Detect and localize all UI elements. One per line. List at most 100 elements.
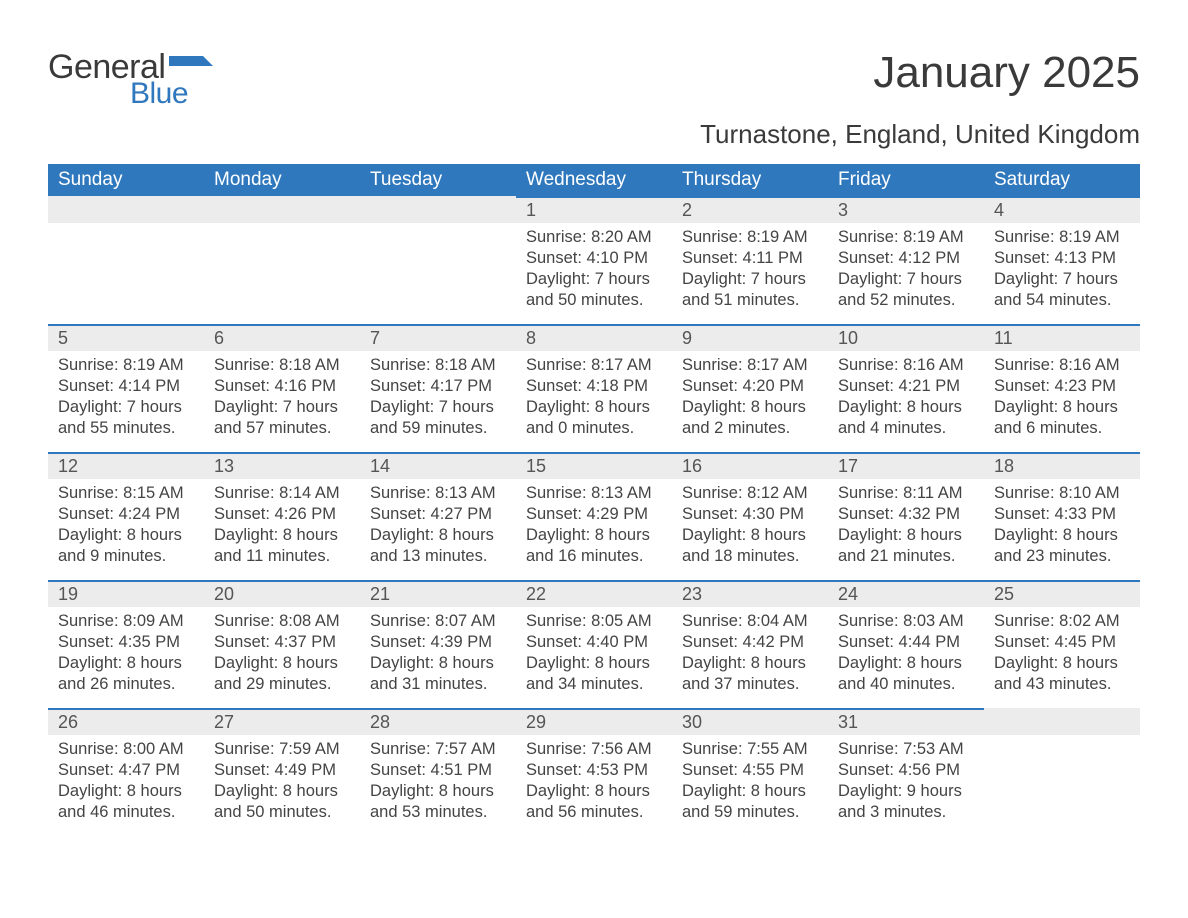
sunrise-line: Sunrise: 7:53 AM — [838, 739, 974, 760]
day-number: 29 — [516, 708, 672, 735]
sunrise-line-value: 8:02 AM — [1059, 612, 1120, 630]
day-body: Sunrise: 7:55 AMSunset: 4:55 PMDaylight:… — [672, 735, 828, 831]
sunset-line: Sunset: 4:13 PM — [994, 248, 1130, 269]
sunrise-line: Sunrise: 7:56 AM — [526, 739, 662, 760]
sunset-line-label: Sunset: — [526, 761, 587, 779]
day-number: 23 — [672, 580, 828, 607]
day-number: 10 — [828, 324, 984, 351]
daylight-line-label: Daylight: — [526, 782, 595, 800]
sunset-line-label: Sunset: — [214, 505, 275, 523]
calendar-week: 5Sunrise: 8:19 AMSunset: 4:14 PMDaylight… — [48, 324, 1140, 452]
sunset-line-value: 4:51 PM — [431, 761, 492, 779]
daylight-line: Daylight: 7 hours and 52 minutes. — [838, 269, 974, 311]
day-body: Sunrise: 8:19 AMSunset: 4:11 PMDaylight:… — [672, 223, 828, 319]
calendar-cell: 18Sunrise: 8:10 AMSunset: 4:33 PMDayligh… — [984, 452, 1140, 580]
daylight-line: Daylight: 8 hours and 29 minutes. — [214, 653, 350, 695]
sunset-line: Sunset: 4:55 PM — [682, 760, 818, 781]
sunrise-line-value: 7:59 AM — [279, 740, 340, 758]
sunset-line: Sunset: 4:32 PM — [838, 504, 974, 525]
sunset-line: Sunset: 4:56 PM — [838, 760, 974, 781]
day-header: Wednesday — [516, 164, 672, 196]
sunset-line-label: Sunset: — [526, 377, 587, 395]
sunrise-line: Sunrise: 8:04 AM — [682, 611, 818, 632]
sunrise-line-value: 8:19 AM — [903, 228, 964, 246]
sunset-line-label: Sunset: — [526, 249, 587, 267]
sunrise-line: Sunrise: 8:00 AM — [58, 739, 194, 760]
day-number: 17 — [828, 452, 984, 479]
sunset-line-value: 4:20 PM — [743, 377, 804, 395]
day-body: Sunrise: 8:03 AMSunset: 4:44 PMDaylight:… — [828, 607, 984, 703]
day-number: 12 — [48, 452, 204, 479]
day-number: 25 — [984, 580, 1140, 607]
day-number: 18 — [984, 452, 1140, 479]
daylight-line-label: Daylight: — [682, 270, 751, 288]
sunrise-line-value: 7:56 AM — [591, 740, 652, 758]
day-body: Sunrise: 8:08 AMSunset: 4:37 PMDaylight:… — [204, 607, 360, 703]
sunrise-line: Sunrise: 8:16 AM — [838, 355, 974, 376]
day-header: Friday — [828, 164, 984, 196]
day-number — [204, 196, 360, 223]
daylight-line-label: Daylight: — [214, 782, 283, 800]
sunset-line-label: Sunset: — [370, 377, 431, 395]
sunrise-line: Sunrise: 8:13 AM — [370, 483, 506, 504]
sunset-line: Sunset: 4:16 PM — [214, 376, 350, 397]
daylight-line: Daylight: 8 hours and 11 minutes. — [214, 525, 350, 567]
daylight-line-label: Daylight: — [526, 270, 595, 288]
day-number: 14 — [360, 452, 516, 479]
calendar-cell: 31Sunrise: 7:53 AMSunset: 4:56 PMDayligh… — [828, 708, 984, 836]
daylight-line-label: Daylight: — [526, 654, 595, 672]
sunset-line-label: Sunset: — [994, 633, 1055, 651]
sunset-line-label: Sunset: — [838, 761, 899, 779]
sunrise-line-label: Sunrise: — [994, 484, 1059, 502]
daylight-line-label: Daylight: — [214, 526, 283, 544]
day-header: Tuesday — [360, 164, 516, 196]
sunrise-line-value: 8:15 AM — [123, 484, 184, 502]
daylight-line-label: Daylight: — [838, 654, 907, 672]
daylight-line: Daylight: 8 hours and 53 minutes. — [370, 781, 506, 823]
day-body: Sunrise: 8:18 AMSunset: 4:16 PMDaylight:… — [204, 351, 360, 447]
sunset-line-value: 4:24 PM — [119, 505, 180, 523]
sunset-line-label: Sunset: — [214, 377, 275, 395]
sunrise-line: Sunrise: 8:05 AM — [526, 611, 662, 632]
sunrise-line: Sunrise: 7:59 AM — [214, 739, 350, 760]
sunset-line: Sunset: 4:40 PM — [526, 632, 662, 653]
day-body: Sunrise: 8:19 AMSunset: 4:12 PMDaylight:… — [828, 223, 984, 319]
day-number: 27 — [204, 708, 360, 735]
day-body: Sunrise: 8:11 AMSunset: 4:32 PMDaylight:… — [828, 479, 984, 575]
day-number — [360, 196, 516, 223]
calendar-cell — [360, 196, 516, 324]
sunrise-line-label: Sunrise: — [682, 356, 747, 374]
day-body: Sunrise: 8:05 AMSunset: 4:40 PMDaylight:… — [516, 607, 672, 703]
calendar-cell: 5Sunrise: 8:19 AMSunset: 4:14 PMDaylight… — [48, 324, 204, 452]
calendar-cell: 24Sunrise: 8:03 AMSunset: 4:44 PMDayligh… — [828, 580, 984, 708]
day-body: Sunrise: 8:04 AMSunset: 4:42 PMDaylight:… — [672, 607, 828, 703]
calendar-cell: 4Sunrise: 8:19 AMSunset: 4:13 PMDaylight… — [984, 196, 1140, 324]
sunset-line: Sunset: 4:49 PM — [214, 760, 350, 781]
sunrise-line-value: 8:19 AM — [1059, 228, 1120, 246]
daylight-line: Daylight: 7 hours and 51 minutes. — [682, 269, 818, 311]
sunset-line-label: Sunset: — [370, 633, 431, 651]
sunrise-line-value: 8:03 AM — [903, 612, 964, 630]
sunrise-line: Sunrise: 8:02 AM — [994, 611, 1130, 632]
sunset-line: Sunset: 4:24 PM — [58, 504, 194, 525]
sunset-line: Sunset: 4:10 PM — [526, 248, 662, 269]
sunrise-line: Sunrise: 8:19 AM — [838, 227, 974, 248]
daylight-line: Daylight: 7 hours and 54 minutes. — [994, 269, 1130, 311]
sunrise-line-label: Sunrise: — [214, 740, 279, 758]
sunset-line-label: Sunset: — [58, 633, 119, 651]
daylight-line-label: Daylight: — [58, 654, 127, 672]
daylight-line: Daylight: 8 hours and 13 minutes. — [370, 525, 506, 567]
sunrise-line-value: 8:16 AM — [903, 356, 964, 374]
sunset-line-value: 4:11 PM — [743, 249, 803, 267]
calendar-cell: 21Sunrise: 8:07 AMSunset: 4:39 PMDayligh… — [360, 580, 516, 708]
calendar-cell: 28Sunrise: 7:57 AMSunset: 4:51 PMDayligh… — [360, 708, 516, 836]
day-body: Sunrise: 8:20 AMSunset: 4:10 PMDaylight:… — [516, 223, 672, 319]
calendar-cell: 25Sunrise: 8:02 AMSunset: 4:45 PMDayligh… — [984, 580, 1140, 708]
day-number: 9 — [672, 324, 828, 351]
sunset-line-value: 4:18 PM — [587, 377, 648, 395]
day-number — [984, 708, 1140, 735]
sunrise-line: Sunrise: 8:10 AM — [994, 483, 1130, 504]
sunset-line: Sunset: 4:21 PM — [838, 376, 974, 397]
daylight-line-label: Daylight: — [838, 782, 907, 800]
sunset-line-label: Sunset: — [526, 505, 587, 523]
